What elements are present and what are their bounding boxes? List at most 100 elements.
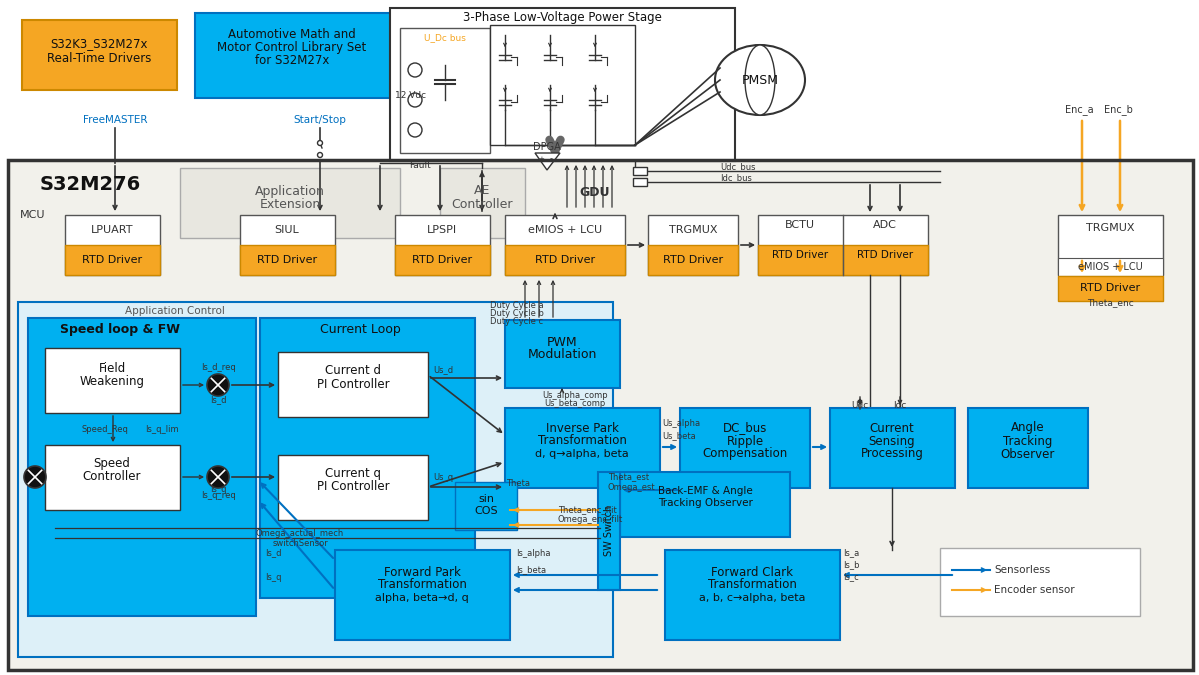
Bar <box>180 168 400 238</box>
Text: alpha, beta→d, q: alpha, beta→d, q <box>375 593 469 603</box>
Bar <box>46 445 180 510</box>
Bar <box>440 168 525 238</box>
Text: Is_d: Is_d <box>210 396 227 404</box>
Text: BCTU: BCTU <box>785 220 815 230</box>
Text: Current q: Current q <box>325 468 381 481</box>
Circle shape <box>408 63 422 77</box>
Text: Duty Cycle c: Duty Cycle c <box>490 317 543 325</box>
Text: Us_alpha: Us_alpha <box>662 418 700 427</box>
Bar <box>843 245 928 275</box>
Text: Back-EMF & Angle: Back-EMF & Angle <box>657 486 753 496</box>
Text: S32K3_S32M27x: S32K3_S32M27x <box>50 38 147 51</box>
Text: RTD Driver: RTD Driver <box>535 255 595 265</box>
Text: Compensation: Compensation <box>703 448 788 460</box>
Text: eMIOS + LCU: eMIOS + LCU <box>1078 262 1143 272</box>
Text: DPGA: DPGA <box>534 142 561 152</box>
Text: Is_a: Is_a <box>843 549 860 558</box>
Text: TRGMUX: TRGMUX <box>1086 223 1134 233</box>
Text: for S32M27x: for S32M27x <box>255 55 330 68</box>
Bar <box>598 472 620 590</box>
Text: Controller: Controller <box>451 198 513 211</box>
Text: Speed: Speed <box>94 456 131 470</box>
Bar <box>278 352 428 417</box>
Text: Idc_bus: Idc_bus <box>721 173 752 182</box>
Text: Speed loop & FW: Speed loop & FW <box>60 323 180 337</box>
Bar <box>46 348 180 413</box>
Text: +: + <box>538 156 544 162</box>
Bar <box>390 8 735 161</box>
Text: SW Switch: SW Switch <box>604 504 614 556</box>
Text: DC_bus: DC_bus <box>723 421 767 435</box>
Text: SIUL: SIUL <box>275 225 300 235</box>
Text: 12 Vdc: 12 Vdc <box>394 90 426 99</box>
Text: FreeMASTER: FreeMASTER <box>83 115 147 125</box>
Polygon shape <box>535 153 560 170</box>
Circle shape <box>207 466 229 488</box>
Text: PI Controller: PI Controller <box>317 481 390 493</box>
Bar <box>394 245 490 275</box>
Text: Observer: Observer <box>1001 448 1055 460</box>
Bar <box>278 455 428 520</box>
Text: U_Dc bus: U_Dc bus <box>424 34 466 43</box>
Text: Inverse Park: Inverse Park <box>546 421 619 435</box>
Text: Theta_est: Theta_est <box>608 472 649 481</box>
Text: Is_beta: Is_beta <box>516 566 546 574</box>
Text: Forward Park: Forward Park <box>384 566 460 578</box>
Bar <box>968 408 1087 488</box>
Text: Extension: Extension <box>259 198 320 211</box>
Text: GDU: GDU <box>580 186 610 198</box>
Text: Tracking Observer: Tracking Observer <box>657 498 753 508</box>
Circle shape <box>318 153 323 157</box>
Text: Is_alpha: Is_alpha <box>516 549 550 558</box>
Text: Modulation: Modulation <box>528 348 597 362</box>
Text: Theta_enc_flit: Theta_enc_flit <box>558 506 616 514</box>
Text: Omega_est: Omega_est <box>608 483 656 491</box>
Text: sin: sin <box>478 494 494 504</box>
Text: Tracking: Tracking <box>1004 435 1053 448</box>
Text: Is_b: Is_b <box>843 560 860 570</box>
Bar <box>505 215 625 275</box>
Bar <box>758 245 843 275</box>
Text: Application: Application <box>255 184 325 198</box>
Text: PMSM: PMSM <box>741 74 778 86</box>
Bar <box>1058 258 1163 276</box>
Text: eMIOS + LCU: eMIOS + LCU <box>528 225 602 235</box>
Circle shape <box>408 123 422 137</box>
Text: Us_beta_comp: Us_beta_comp <box>544 400 605 408</box>
Text: Duty Cycle b: Duty Cycle b <box>490 308 544 317</box>
Bar <box>647 245 739 275</box>
Text: 3-Phase Low-Voltage Power Stage: 3-Phase Low-Voltage Power Stage <box>463 11 662 24</box>
Text: MCU: MCU <box>20 210 46 220</box>
Text: PWM: PWM <box>547 335 577 348</box>
Text: TRGMUX: TRGMUX <box>669 225 717 235</box>
Text: Transformation: Transformation <box>707 578 796 591</box>
Text: LPUART: LPUART <box>91 225 133 235</box>
Text: Controller: Controller <box>83 470 141 483</box>
Text: Speed_Req: Speed_Req <box>82 425 128 435</box>
Bar <box>633 167 647 175</box>
Bar <box>680 408 811 488</box>
Text: Current Loop: Current Loop <box>320 323 400 337</box>
Bar <box>633 178 647 186</box>
Bar <box>260 318 475 598</box>
Text: Duty Cycle a: Duty Cycle a <box>490 300 543 310</box>
Text: RTD Driver: RTD Driver <box>1080 283 1140 293</box>
Text: Motor Control Library Set: Motor Control Library Set <box>217 41 367 55</box>
Text: Fault: Fault <box>409 161 430 169</box>
Circle shape <box>207 374 229 396</box>
Text: Theta_enc: Theta_enc <box>1086 298 1133 308</box>
Bar <box>490 25 635 145</box>
Circle shape <box>408 93 422 107</box>
Text: Omega_enc_filt: Omega_enc_filt <box>558 516 623 524</box>
Text: Us_beta: Us_beta <box>662 431 695 441</box>
Text: S32M276: S32M276 <box>40 176 141 194</box>
Ellipse shape <box>715 45 805 115</box>
Bar <box>8 160 1193 670</box>
Text: ADC: ADC <box>873 220 897 230</box>
Text: Sensorless: Sensorless <box>994 565 1050 575</box>
Text: Transformation: Transformation <box>378 578 466 591</box>
Text: Current: Current <box>869 421 915 435</box>
Text: Encoder sensor: Encoder sensor <box>994 585 1074 595</box>
Bar <box>620 472 790 537</box>
Text: Is_q: Is_q <box>265 574 282 583</box>
